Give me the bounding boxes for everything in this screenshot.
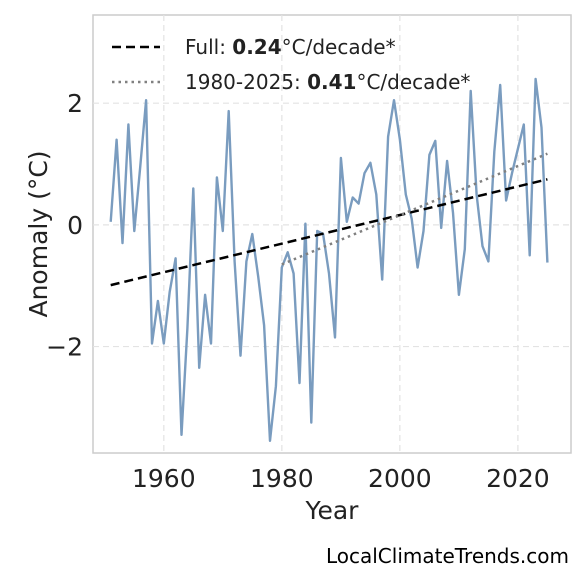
legend: Full: 0.24°C/decade* 1980-2025: 0.41°C/d… <box>112 35 470 94</box>
tick-labels: 1960 1980 2000 2020 −2 0 2 <box>46 89 550 493</box>
x-tick-label: 1980 <box>250 464 314 493</box>
y-tick-label: 0 <box>67 211 83 240</box>
y-tick-label: −2 <box>46 333 83 362</box>
watermark: LocalClimateTrends.com <box>325 544 569 568</box>
y-tick-label: 2 <box>67 89 83 118</box>
series-line-anomaly <box>109 77 549 442</box>
legend-entry-1980: 1980-2025: 0.41°C/decade* <box>185 70 470 94</box>
x-tick-label: 2020 <box>486 464 550 493</box>
legend-entry-full: Full: 0.24°C/decade* <box>185 35 396 59</box>
trend-line-1980-2025 <box>281 152 548 266</box>
y-axis-label: Anomaly (°C) <box>24 150 53 317</box>
grid <box>93 15 571 453</box>
trend-line-full <box>110 178 548 287</box>
x-axis-label: Year <box>305 496 360 525</box>
x-tick-label: 2000 <box>368 464 432 493</box>
x-tick-label: 1960 <box>132 464 196 493</box>
plot-frame <box>92 14 572 454</box>
series-layer <box>109 77 549 442</box>
